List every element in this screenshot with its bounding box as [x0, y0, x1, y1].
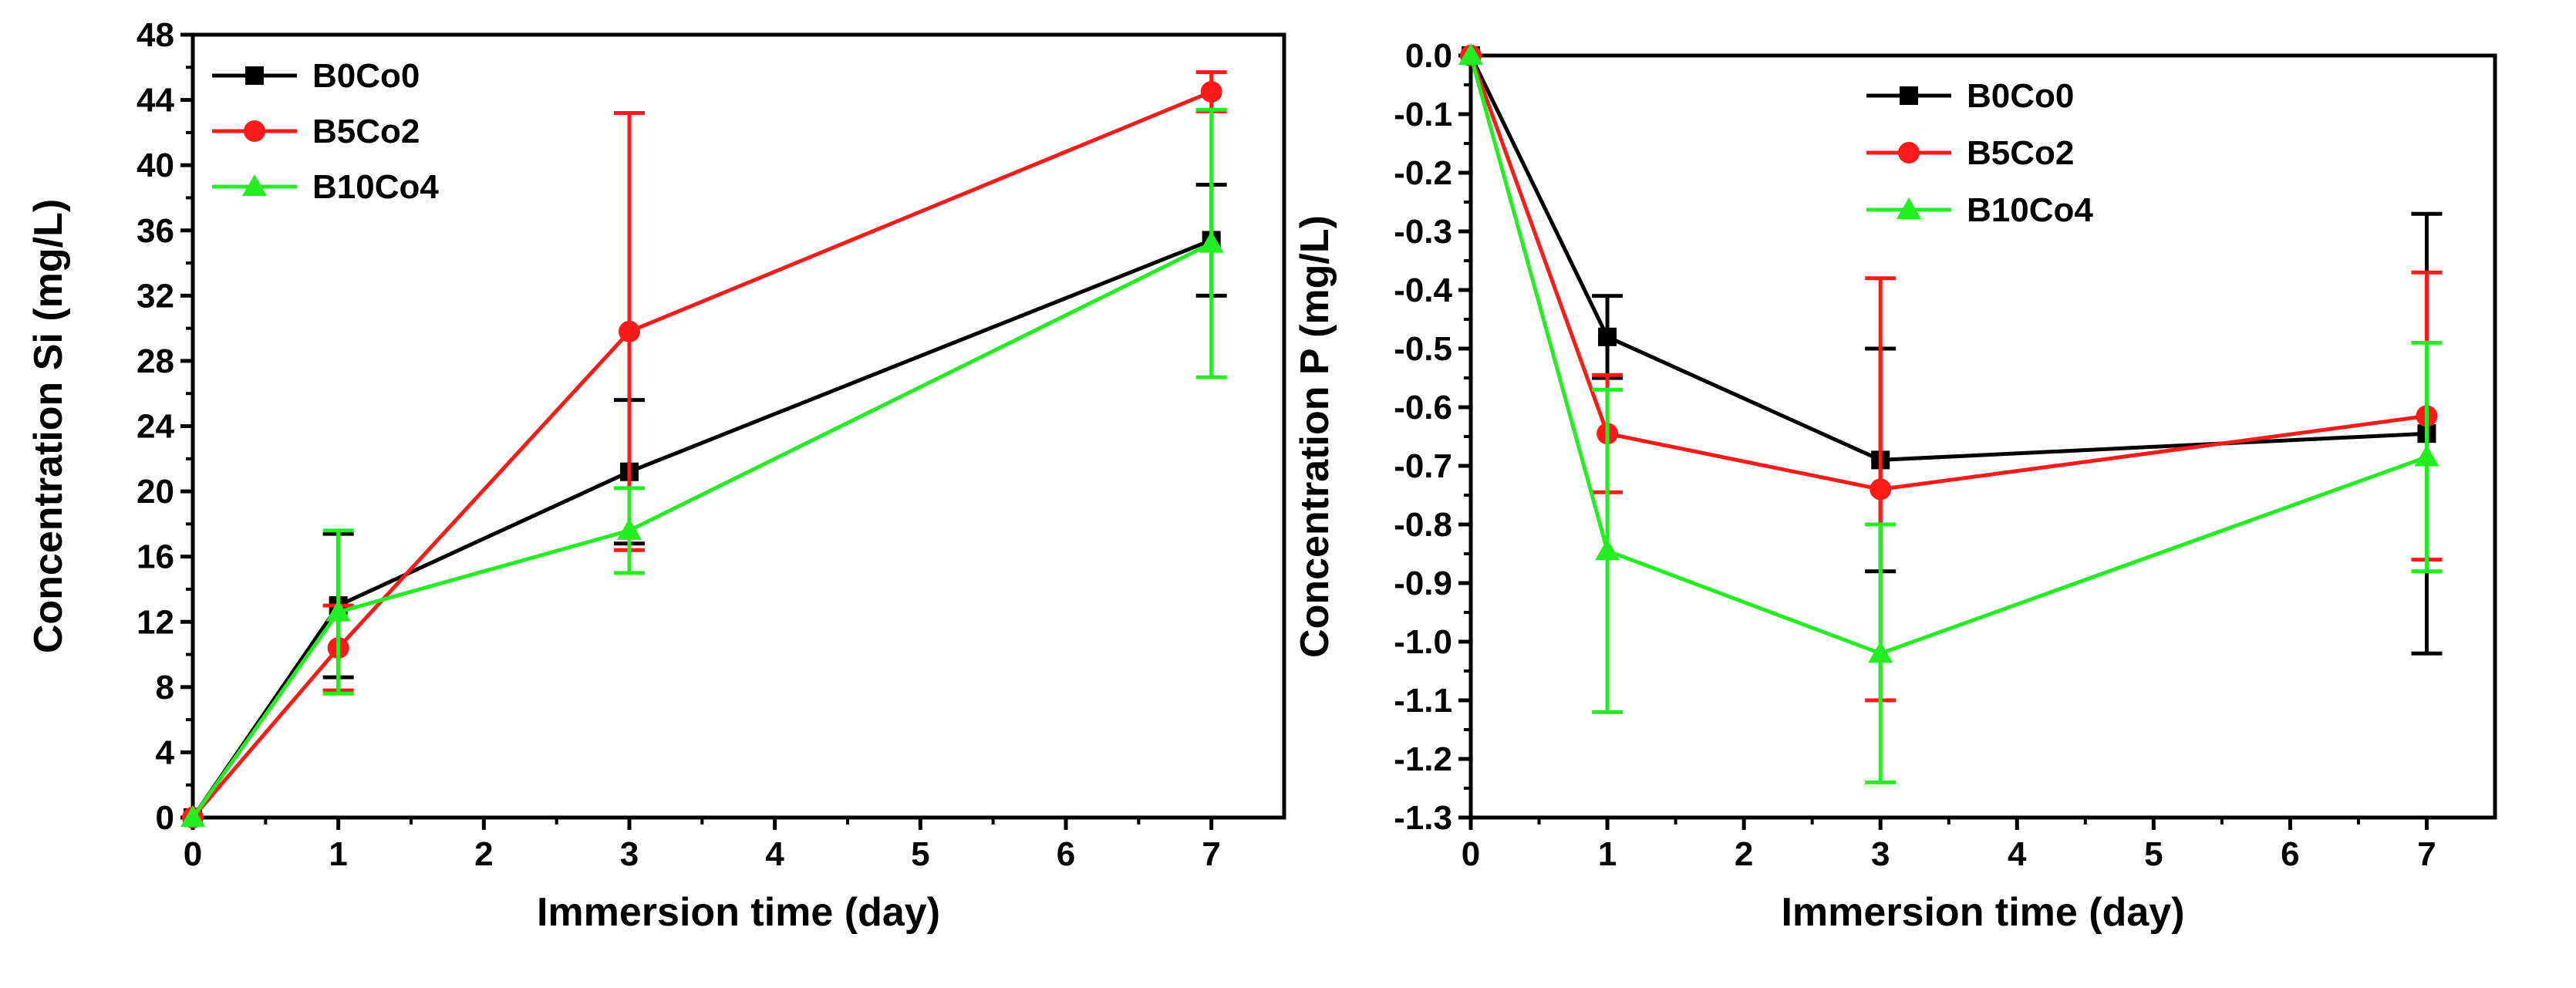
legend-marker [1898, 142, 1920, 164]
chart-panel-2: 0 1 2 3 4 5 6 7 0.0 -0.1 -0.2 -0.3 -0.4 -0.5 -0.6 -0.7 -… [1293, 37, 2497, 935]
legend-label: B0Co0 [312, 57, 420, 95]
y-tick-label: -0.4 [1394, 271, 1452, 309]
y-tick-label: 12 [137, 603, 174, 641]
y-axis-title: Concentration Si (mg/L) [26, 199, 71, 653]
x-tick-label: 7 [2417, 835, 2436, 873]
x-tick-label: 6 [1057, 835, 1075, 873]
legend-marker [1900, 86, 1918, 105]
legend-marker [245, 66, 264, 85]
x-tick-label: 2 [1735, 835, 1753, 873]
x-tick-label: 1 [329, 835, 347, 873]
y-tick-label: 16 [137, 538, 174, 576]
legend-marker [244, 120, 265, 142]
legend-label: B0Co0 [1967, 77, 2074, 115]
x-tick-label: 0 [1462, 835, 1480, 873]
series-line [1468, 55, 2428, 656]
y-tick-label: 48 [137, 16, 174, 54]
y-tick-label: -1.3 [1394, 799, 1452, 837]
series-B0Co0 [184, 183, 1227, 827]
x-tick-label: 4 [765, 835, 784, 873]
y-tick-label: 0 [156, 799, 174, 837]
y-tick-label: 32 [137, 277, 174, 315]
data-point [1458, 43, 1483, 65]
data-point [1595, 538, 1620, 561]
legend-label: B10Co4 [1967, 191, 2093, 229]
x-tick-label: 1 [1598, 835, 1617, 873]
y-tick-label: -0.1 [1394, 96, 1452, 133]
y-tick-label: 4 [156, 733, 175, 771]
y-tick-label: 36 [137, 212, 174, 250]
y-tick-label: -1.1 [1394, 682, 1452, 720]
y-tick-label: 28 [137, 342, 174, 380]
x-tick-label: 4 [2008, 835, 2027, 873]
data-point [1870, 478, 1892, 501]
legend-label: B10Co4 [312, 168, 439, 206]
x-tick-label: 6 [2281, 835, 2299, 873]
x-tick-label: 5 [2144, 835, 2163, 873]
data-point [1868, 641, 1893, 663]
x-tick-label: 2 [474, 835, 493, 873]
data-point [619, 320, 640, 342]
x-tick-label: 5 [911, 835, 929, 873]
y-tick-label: -0.2 [1394, 154, 1452, 192]
series-B5Co2 [182, 70, 1227, 828]
legend-label: B5Co2 [312, 113, 420, 150]
y-tick-label: 0.0 [1405, 37, 1452, 75]
data-point [2414, 444, 2439, 467]
series-B10Co4 [180, 107, 1227, 827]
series-line [1468, 54, 2427, 462]
y-tick-label: 24 [137, 408, 174, 446]
data-point [1199, 231, 1224, 253]
y-tick-label: -0.3 [1394, 213, 1452, 251]
series-line [191, 89, 1212, 819]
y-tick-label: -0.7 [1394, 447, 1452, 485]
y-axis-title: Concentration P (mg/L) [1293, 215, 1337, 658]
x-tick-label: 3 [620, 835, 639, 873]
x-axis-title: Immersion time (day) [537, 890, 940, 935]
series-line [191, 241, 1212, 819]
plot-frame [191, 32, 1286, 820]
x-tick-label: 3 [1871, 835, 1890, 873]
y-tick-label: -0.6 [1394, 389, 1452, 427]
data-point [1200, 81, 1222, 103]
legend: B0Co0 B5Co2 B10Co4 [1866, 77, 2093, 229]
y-tick-label: 40 [137, 147, 174, 184]
legend-label: B5Co2 [1967, 134, 2074, 172]
y-tick-label: -0.5 [1394, 330, 1452, 368]
data-point [617, 518, 642, 540]
legend-marker [242, 174, 267, 196]
data-point [1598, 327, 1617, 346]
y-tick-label: -1.0 [1394, 623, 1452, 661]
legend-marker [1897, 197, 1921, 219]
y-tick-label: 44 [137, 82, 174, 120]
data-point [180, 805, 205, 827]
legend: B0Co0 B5Co2 B10Co4 [212, 57, 439, 206]
series-line [1468, 55, 2427, 491]
x-axis-title: Immersion time (day) [1781, 890, 2184, 935]
series-B10Co4 [1458, 43, 2443, 784]
y-tick-label: 20 [137, 473, 174, 511]
y-tick-label: -0.9 [1394, 565, 1452, 602]
y-tick-label: 8 [156, 669, 174, 706]
x-tick-label: 0 [184, 835, 202, 873]
y-tick-label: -0.8 [1394, 506, 1452, 544]
chart-panel-1: 0 1 2 3 4 5 6 704812162024283236404448Immersion… [26, 16, 1286, 935]
y-tick-label: -1.2 [1394, 740, 1452, 778]
x-tick-label: 7 [1202, 835, 1220, 873]
data-point [325, 599, 351, 622]
